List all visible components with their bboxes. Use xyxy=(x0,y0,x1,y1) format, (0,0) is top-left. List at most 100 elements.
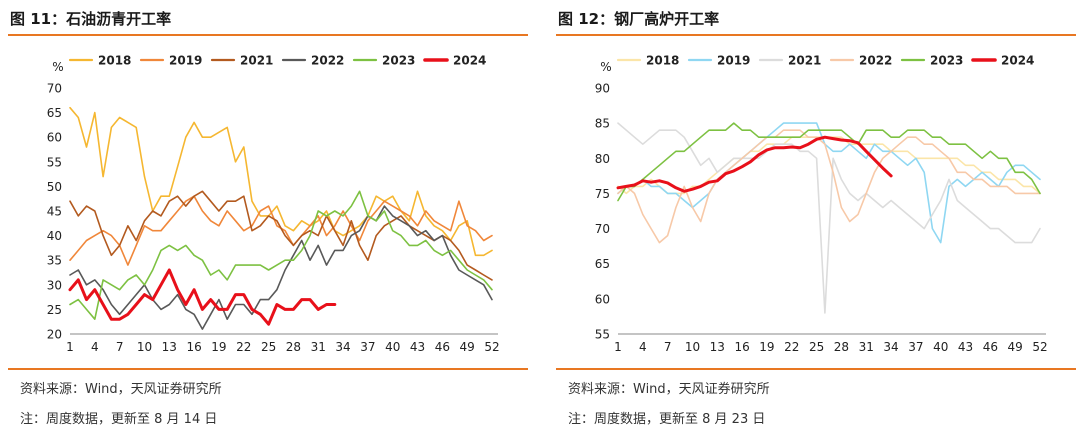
x-tick-label: 10 xyxy=(685,340,700,354)
x-tick-label: 46 xyxy=(435,340,450,354)
x-tick-label: 37 xyxy=(908,340,923,354)
x-tick-label: 13 xyxy=(710,340,725,354)
x-tick-label: 13 xyxy=(162,340,177,354)
y-tick-label: 60 xyxy=(595,292,610,306)
y-axis-unit: % xyxy=(600,60,611,74)
x-tick-label: 25 xyxy=(809,340,824,354)
series-line-2018 xyxy=(617,136,1041,195)
x-tick-label: 25 xyxy=(261,340,276,354)
x-tick-label: 49 xyxy=(460,340,475,354)
title-divider xyxy=(556,34,1076,36)
y-tick-label: 45 xyxy=(47,205,62,219)
footer-divider xyxy=(556,368,1076,370)
y-tick-label: 25 xyxy=(47,303,62,317)
legend-label: 2018 xyxy=(646,54,679,68)
update-note: 注：周度数据，更新至 8 月 23 日 xyxy=(568,412,766,427)
x-tick-label: 43 xyxy=(958,340,973,354)
series-line-2018 xyxy=(69,106,493,257)
series-line-2023 xyxy=(69,190,493,321)
y-tick-label: 20 xyxy=(47,328,62,342)
legend-label: 2023 xyxy=(930,54,963,68)
legend-label: 2023 xyxy=(382,54,415,68)
series-line-2019 xyxy=(69,195,493,266)
footer-divider xyxy=(8,368,528,370)
legend-label: 2019 xyxy=(717,54,750,68)
chart-title: 图 11：石油沥青开工率 xyxy=(10,10,172,28)
x-tick-label: 34 xyxy=(883,340,898,354)
series-line-2022 xyxy=(69,205,493,330)
series-line-2022 xyxy=(617,129,1041,244)
x-tick-label: 22 xyxy=(784,340,799,354)
update-note: 注：周度数据，更新至 8 月 14 日 xyxy=(20,412,218,427)
x-tick-label: 19 xyxy=(211,340,226,354)
y-tick-label: 65 xyxy=(595,257,610,271)
series-line-2021 xyxy=(69,190,493,281)
x-tick-label: 7 xyxy=(116,340,124,354)
source-note: 资料来源：Wind，天风证券研究所 xyxy=(20,382,222,397)
y-tick-label: 70 xyxy=(47,82,62,96)
y-axis: 55 60 65 70 75 80 85 90 xyxy=(595,82,610,342)
y-tick-label: 50 xyxy=(47,180,62,194)
x-tick-label: 31 xyxy=(859,340,874,354)
x-tick-label: 43 xyxy=(410,340,425,354)
legend-label: 2019 xyxy=(169,54,202,68)
blast-furnace-operating-rate-chart: 2018 2019 2021 2022 2023 2024% 55 60 65 70 75 80 85 9… xyxy=(595,54,1048,355)
legend-label: 2021 xyxy=(788,54,821,68)
x-tick-label: 49 xyxy=(1008,340,1023,354)
x-axis: 1 4 7 10 13 16 19 22 25 28 31 34 37 40 43 46 49 52 xyxy=(66,340,499,354)
y-axis: 20 25 30 35 40 45 50 55 60 65 70 xyxy=(47,82,62,342)
x-tick-label: 31 xyxy=(311,340,326,354)
legend-label: 2024 xyxy=(453,54,486,68)
x-tick-label: 10 xyxy=(137,340,152,354)
x-tick-label: 52 xyxy=(484,340,499,354)
y-tick-label: 75 xyxy=(595,187,610,201)
y-tick-label: 70 xyxy=(595,222,610,236)
source-note: 资料来源：Wind，天风证券研究所 xyxy=(568,382,770,397)
x-tick-label: 52 xyxy=(1032,340,1047,354)
series-group xyxy=(616,122,1041,314)
legend-label: 2024 xyxy=(1001,54,1034,68)
chart-title: 图 12：钢厂高炉开工率 xyxy=(558,10,720,28)
x-axis: 1 4 7 10 13 16 19 22 25 28 31 34 37 40 43 46 49 52 xyxy=(614,340,1047,354)
x-tick-label: 16 xyxy=(734,340,749,354)
x-tick-label: 34 xyxy=(335,340,350,354)
x-tick-label: 1 xyxy=(66,340,74,354)
x-tick-label: 46 xyxy=(983,340,998,354)
y-tick-label: 90 xyxy=(595,82,610,96)
legend-label: 2022 xyxy=(311,54,344,68)
x-tick-label: 16 xyxy=(186,340,201,354)
x-tick-label: 40 xyxy=(385,340,400,354)
asphalt-operating-rate-chart: 2018 2019 2021 2022 2023 2024% 20 25 30 35 40 45 50 5… xyxy=(47,54,500,355)
y-tick-label: 60 xyxy=(47,131,62,145)
x-tick-label: 4 xyxy=(639,340,647,354)
panel-asphalt: 图 11：石油沥青开工率 2018 2019 2021 2022 2023 2024% 20… xyxy=(8,0,528,432)
x-tick-label: 22 xyxy=(236,340,251,354)
x-tick-label: 7 xyxy=(664,340,672,354)
y-axis-unit: % xyxy=(52,60,63,74)
panel-blast-furnace: 图 12：钢厂高炉开工率 2018 2019 2021 2022 2023 2024% 55… xyxy=(556,0,1076,432)
y-tick-label: 85 xyxy=(595,117,610,131)
y-tick-label: 55 xyxy=(47,155,62,169)
y-tick-label: 30 xyxy=(47,278,62,292)
x-tick-label: 19 xyxy=(759,340,774,354)
x-tick-label: 28 xyxy=(286,340,301,354)
series-line-2019 xyxy=(617,122,1041,244)
y-tick-label: 80 xyxy=(595,152,610,166)
x-tick-label: 28 xyxy=(834,340,849,354)
series-group xyxy=(68,106,493,330)
y-tick-label: 40 xyxy=(47,229,62,243)
title-divider xyxy=(8,34,528,36)
legend-label: 2021 xyxy=(240,54,273,68)
legend: 2018 2019 2021 2022 2023 2024 xyxy=(68,54,486,68)
y-tick-label: 55 xyxy=(595,328,610,342)
x-tick-label: 4 xyxy=(91,340,99,354)
series-line-2021 xyxy=(617,122,1041,314)
x-tick-label: 37 xyxy=(360,340,375,354)
series-line-2023 xyxy=(617,122,1041,202)
legend-label: 2022 xyxy=(859,54,892,68)
series-line-2024 xyxy=(68,268,337,326)
y-tick-label: 35 xyxy=(47,254,62,268)
y-tick-label: 65 xyxy=(47,106,62,120)
legend-label: 2018 xyxy=(98,54,131,68)
x-tick-label: 1 xyxy=(614,340,622,354)
